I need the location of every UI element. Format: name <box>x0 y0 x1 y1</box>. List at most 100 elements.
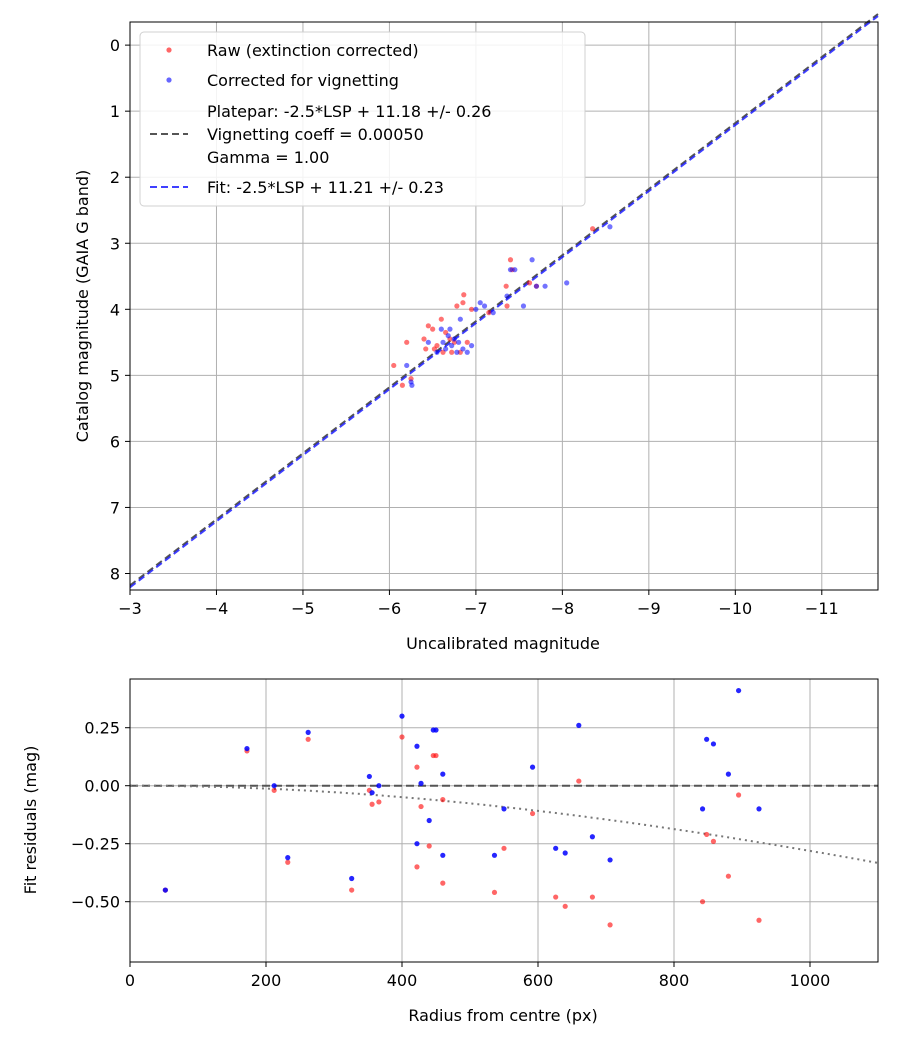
corrected-data-point <box>460 346 466 352</box>
corrected-residual-point <box>426 817 432 824</box>
bottom-y-tick-label: −0.25 <box>71 835 120 854</box>
corrected-residual-point <box>349 875 355 882</box>
corrected-data-point <box>512 267 518 273</box>
corrected-residual-point <box>529 764 536 770</box>
corrected-data-point <box>533 283 540 289</box>
raw-residual-point <box>285 859 291 865</box>
raw-residual-point <box>607 922 613 928</box>
top-x-tick-label: −5 <box>291 599 315 618</box>
legend-platepar-line2: Vignetting coeff = 0.00050 <box>207 125 424 144</box>
raw-residual-point <box>376 799 382 805</box>
corrected-data-point <box>468 343 475 349</box>
corrected-data-point <box>481 303 488 309</box>
top-x-tick-label: −10 <box>718 599 752 618</box>
corrected-data-point <box>404 362 410 369</box>
corrected-residual-point <box>725 771 732 777</box>
raw-residual-point <box>426 843 432 849</box>
corrected-data-point <box>542 283 548 289</box>
corrected-residual-point <box>736 687 742 694</box>
corrected-data-point <box>504 293 510 299</box>
corrected-data-point <box>477 300 483 306</box>
corrected-residual-point <box>699 806 706 812</box>
top-y-tick-label: 8 <box>110 564 120 583</box>
raw-residual-point <box>725 873 732 879</box>
raw-residual-point <box>369 801 375 807</box>
top-y-tick-label: 4 <box>110 300 120 319</box>
raw-data-point <box>454 303 460 309</box>
top-ticks: −3 −4 −5 −6 −7 −8 −9 −10 −11 0 1 2 3 4 5 6 7 8 <box>110 36 839 618</box>
corrected-residual-point <box>440 852 446 858</box>
corrected-data-point <box>451 336 457 342</box>
legend-corrected-marker <box>166 77 172 83</box>
legend-raw-label: Raw (extinction corrected) <box>207 41 419 60</box>
corrected-data-point <box>473 306 479 312</box>
corrected-data-point <box>520 303 527 309</box>
raw-residual-point <box>553 894 559 900</box>
corrected-data-point <box>425 339 431 345</box>
bottom-scatter-points <box>162 687 762 928</box>
corrected-data-point <box>434 349 440 355</box>
corrected-residual-point <box>414 743 420 749</box>
bottom-x-tick-label: 1000 <box>790 971 831 990</box>
corrected-residual-point <box>244 745 250 752</box>
bottom-reference-lines <box>130 784 879 864</box>
raw-residual-point <box>305 736 311 742</box>
raw-data-point <box>590 226 596 232</box>
raw-data-point <box>503 283 509 289</box>
corrected-residual-point <box>366 773 372 780</box>
bottom-x-tick-label: 400 <box>387 971 418 990</box>
corrected-data-point <box>449 343 455 349</box>
bottom-y-tick-label: −0.50 <box>71 893 120 912</box>
corrected-residual-point <box>562 850 568 856</box>
corrected-residual-point <box>710 741 717 747</box>
fit-line <box>129 15 879 589</box>
raw-data-point <box>449 349 455 355</box>
top-y-tick-label: 6 <box>110 432 120 451</box>
corrected-residual-point <box>589 834 596 840</box>
legend-corrected-label: Corrected for vignetting <box>207 71 399 90</box>
bottom-y-tick-label: 0.25 <box>84 719 120 738</box>
raw-data-point <box>526 280 533 286</box>
corrected-data-point <box>607 224 613 230</box>
corrected-residual-point <box>285 855 291 861</box>
corrected-residual-point <box>553 845 559 851</box>
raw-data-point <box>425 323 431 329</box>
bottom-x-tick-label: 600 <box>523 971 554 990</box>
corrected-data-point <box>464 349 470 355</box>
corrected-residual-point <box>756 806 762 812</box>
corrected-residual-point <box>501 806 507 812</box>
raw-data-point <box>404 339 410 345</box>
corrected-data-point <box>409 382 415 388</box>
bottom-y-tick-label: 0.00 <box>84 777 120 796</box>
raw-residual-point <box>589 894 596 900</box>
legend-platepar-line3: Gamma = 1.00 <box>207 148 329 167</box>
top-y-axis-label: Catalog magnitude (GAIA G band) <box>73 170 92 442</box>
corrected-residual-point <box>414 841 420 847</box>
corrected-data-point <box>447 326 453 332</box>
bottom-ticks: 0 200 400 600 800 1000 0.25 0.00 −0.25 −0.50 <box>71 719 830 990</box>
bottom-y-axis-label: Fit residuals (mag) <box>21 746 40 895</box>
raw-data-point <box>464 339 470 345</box>
raw-residual-point <box>440 797 446 803</box>
raw-residual-point <box>491 889 498 896</box>
top-x-tick-label: −11 <box>805 599 839 618</box>
raw-data-point <box>430 326 436 332</box>
top-x-tick-label: −8 <box>551 599 575 618</box>
raw-residual-point <box>710 838 717 844</box>
raw-residual-point <box>529 810 536 817</box>
raw-residual-point <box>576 778 582 784</box>
raw-residual-point <box>562 903 568 909</box>
raw-data-point <box>507 257 514 263</box>
top-x-tick-label: −4 <box>205 599 229 618</box>
top-scatter-points <box>391 224 613 388</box>
corrected-residual-point <box>369 790 375 796</box>
corrected-data-point <box>507 267 514 273</box>
top-y-tick-label: 1 <box>110 102 120 121</box>
corrected-data-point <box>443 346 449 352</box>
corrected-data-point <box>529 257 535 263</box>
raw-residual-point <box>399 734 405 740</box>
legend-fit-label: Fit: -2.5*LSP + 11.21 +/- 0.23 <box>207 178 444 197</box>
raw-residual-point <box>756 917 762 923</box>
raw-data-point <box>423 346 429 352</box>
